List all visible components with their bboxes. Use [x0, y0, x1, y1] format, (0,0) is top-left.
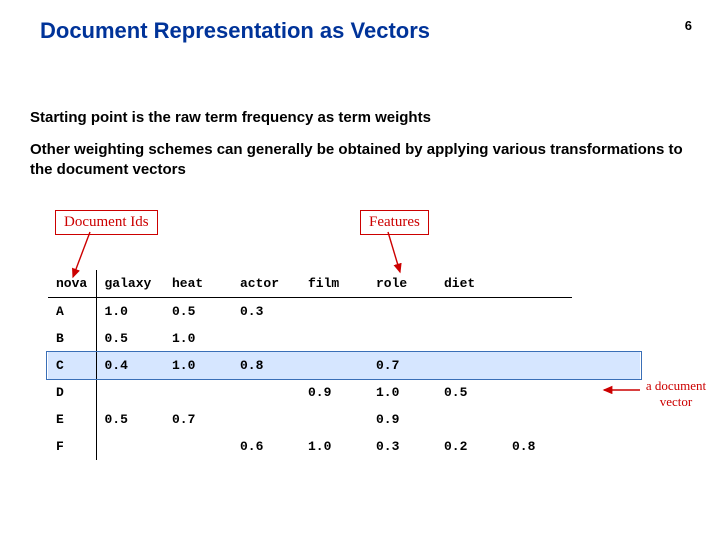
cell	[232, 379, 300, 406]
cell	[300, 352, 368, 379]
cell	[300, 325, 368, 352]
table-row: B0.51.0	[48, 325, 640, 352]
row-id: D	[48, 379, 96, 406]
cell	[300, 406, 368, 433]
cell: 0.9	[300, 379, 368, 406]
cell	[232, 325, 300, 352]
table-row: F 0.61.00.30.20.8	[48, 433, 640, 460]
col-galaxy: galaxy	[96, 270, 164, 298]
table-row: E0.50.7 0.9	[48, 406, 640, 433]
cell	[572, 325, 640, 352]
cell	[436, 298, 504, 326]
cell	[572, 406, 640, 433]
col-heat: heat	[164, 270, 232, 298]
cell: 0.2	[436, 433, 504, 460]
features-label: Features	[360, 210, 429, 235]
cell: 0.9	[368, 406, 436, 433]
cell	[164, 379, 232, 406]
col-film: film	[300, 270, 368, 298]
col-diet: diet	[436, 270, 504, 298]
cell: 0.4	[96, 352, 164, 379]
cell: 0.8	[504, 433, 572, 460]
cell	[572, 433, 640, 460]
cell: 1.0	[368, 379, 436, 406]
cell	[504, 352, 572, 379]
cell	[368, 298, 436, 326]
cell	[436, 352, 504, 379]
cell	[504, 298, 572, 326]
doc-ids-label: Document Ids	[55, 210, 158, 235]
cell	[436, 325, 504, 352]
cell	[368, 325, 436, 352]
row-id: F	[48, 433, 96, 460]
table-body: A1.00.50.3B0.51.0C0.41.00.80.7D0.91.00.5…	[48, 298, 640, 461]
paragraph-2: Other weighting schemes can generally be…	[30, 140, 690, 181]
row-id: B	[48, 325, 96, 352]
table-row: D 0.91.00.5	[48, 379, 640, 406]
cell	[572, 298, 640, 326]
row-id: C	[48, 352, 96, 379]
cell: 1.0	[96, 298, 164, 326]
cell	[232, 406, 300, 433]
page-number: 6	[685, 18, 692, 33]
cell: 0.7	[368, 352, 436, 379]
cell	[96, 379, 164, 406]
cell	[164, 433, 232, 460]
col-actor: actor	[232, 270, 300, 298]
table-row: C0.41.00.8 0.7	[48, 352, 640, 379]
row-id: A	[48, 298, 96, 326]
cell	[300, 298, 368, 326]
cell: 0.5	[96, 325, 164, 352]
cell: 0.7	[164, 406, 232, 433]
cell	[504, 379, 572, 406]
col-role: role	[368, 270, 436, 298]
cell	[572, 379, 640, 406]
cell	[572, 352, 640, 379]
cell	[504, 406, 572, 433]
col-extra	[504, 270, 572, 298]
cell: 0.5	[436, 379, 504, 406]
col-nova: nova	[48, 270, 96, 298]
row-id: E	[48, 406, 96, 433]
cell: 0.3	[232, 298, 300, 326]
slide-title: Document Representation as Vectors	[40, 18, 430, 44]
term-document-table: nova galaxy heat actor film role diet A1…	[48, 270, 640, 460]
table-row: A1.00.50.3	[48, 298, 640, 326]
cell: 1.0	[164, 352, 232, 379]
cell	[436, 406, 504, 433]
cell: 0.5	[96, 406, 164, 433]
cell: 1.0	[300, 433, 368, 460]
cell: 0.8	[232, 352, 300, 379]
cell	[96, 433, 164, 460]
cell: 0.5	[164, 298, 232, 326]
cell	[504, 325, 572, 352]
doc-vector-label: a document vector	[636, 378, 716, 409]
cell: 1.0	[164, 325, 232, 352]
table-header-row: nova galaxy heat actor film role diet	[48, 270, 640, 298]
cell: 0.3	[368, 433, 436, 460]
cell: 0.6	[232, 433, 300, 460]
paragraph-1: Starting point is the raw term frequency…	[30, 108, 690, 128]
